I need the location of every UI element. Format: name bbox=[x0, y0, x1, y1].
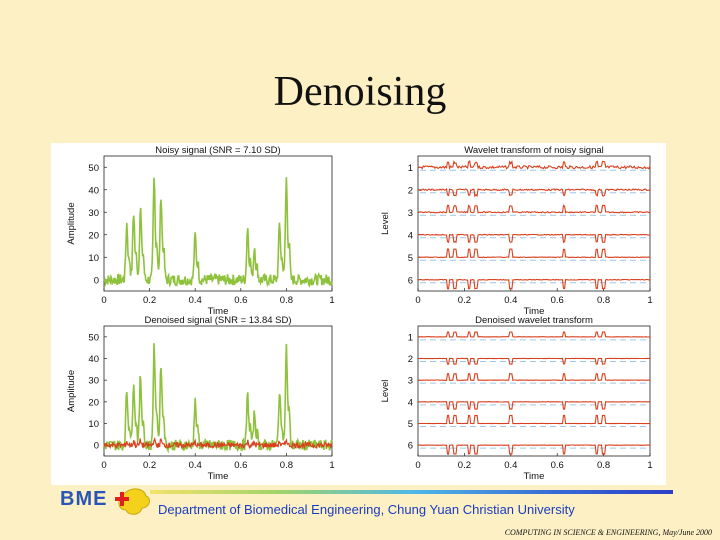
chart4-level-3-coeffs bbox=[417, 372, 650, 381]
chart1-xtick-label: 0.4 bbox=[189, 295, 202, 306]
chart3-ylabel: Amplitude bbox=[66, 370, 77, 412]
chart1-ytick-label: 10 bbox=[88, 253, 99, 264]
chart2-ytick-label: 2 bbox=[408, 185, 413, 196]
figure-canvas: Noisy signal (SNR = 7.10 SD) Time Amplitud… bbox=[66, 145, 653, 482]
chart3-ytick-label: 40 bbox=[88, 354, 99, 365]
chart3-ytick-label: 0 bbox=[94, 441, 99, 452]
chart4-ytick-label: 2 bbox=[408, 354, 413, 365]
logo-text: BME bbox=[60, 488, 108, 510]
chart2-xtick-label: 0.2 bbox=[458, 295, 471, 306]
chart2-level-2-coeffs bbox=[417, 187, 651, 198]
chart3-xlabel: Time bbox=[208, 471, 229, 482]
chart2-level-1-coeffs bbox=[417, 159, 651, 171]
chart4-xtick-label: 1 bbox=[647, 460, 652, 471]
chart2-ytick-label: 6 bbox=[408, 275, 413, 286]
denoising-figure: Noisy signal (SNR = 7.10 SD) Time Amplitud… bbox=[51, 143, 666, 485]
chart1-xtick-label: 0 bbox=[101, 295, 106, 306]
chart4-ytick-label: 5 bbox=[408, 419, 413, 430]
chart4-xtick-label: 0.2 bbox=[458, 460, 471, 471]
chart4-xtick-label: 0.6 bbox=[551, 460, 564, 471]
chart2-xtick-label: 0.4 bbox=[504, 295, 517, 306]
chart2-ytick-label: 3 bbox=[408, 208, 413, 219]
chart3-ytick-label: 50 bbox=[88, 332, 99, 343]
chart2-plot-area bbox=[417, 155, 651, 292]
chart2-ytick-label: 5 bbox=[408, 253, 413, 264]
footer-gradient-bar bbox=[150, 490, 673, 494]
chart4-xtick-label: 0 bbox=[415, 460, 420, 471]
chart1-ytick-label: 50 bbox=[88, 163, 99, 174]
chart4-ytick-label: 3 bbox=[408, 376, 413, 387]
chart4-level-5-coeffs bbox=[417, 414, 651, 425]
chart1-xlabel: Time bbox=[208, 306, 229, 317]
bme-logo: BME bbox=[60, 486, 160, 520]
chart2-level-4-coeffs bbox=[417, 233, 651, 244]
chart3-series-2-line bbox=[103, 437, 333, 450]
chart4-plot-area bbox=[417, 325, 651, 457]
chart4-level-6-coeffs bbox=[417, 444, 651, 455]
chart1-xtick-label: 0.6 bbox=[234, 295, 247, 306]
chart4-level-2-coeffs bbox=[418, 357, 650, 365]
chart4-level-4-coeffs bbox=[417, 401, 651, 410]
chart3-ytick-label: 10 bbox=[88, 419, 99, 430]
chart2-xtick-label: 0 bbox=[415, 295, 420, 306]
chart3-xtick-label: 1 bbox=[329, 460, 334, 471]
chart4-ytick-label: 6 bbox=[408, 441, 413, 452]
chart2-xtick-label: 0.6 bbox=[551, 295, 564, 306]
chart2-xtick-label: 0.8 bbox=[597, 295, 610, 306]
chart3-xtick-label: 0.8 bbox=[280, 460, 293, 471]
slide-title: Denoising bbox=[273, 69, 447, 115]
chart1-series-1-line bbox=[103, 177, 333, 289]
chart3-xtick-label: 0.2 bbox=[143, 460, 156, 471]
chart4-level-1-coeffs bbox=[417, 331, 650, 338]
chart1-ylabel: Amplitude bbox=[66, 202, 77, 244]
chart1-ytick-label: 20 bbox=[88, 230, 99, 241]
chart2-level-5-coeffs bbox=[417, 248, 651, 259]
chart4-ytick-label: 1 bbox=[408, 332, 413, 343]
chart2-level-6-coeffs bbox=[417, 278, 651, 290]
chart4-ytick-label: 4 bbox=[408, 397, 413, 408]
chart3-title: Denoised signal (SNR = 13.84 SD) bbox=[144, 315, 291, 326]
chart4-xtick-label: 0.4 bbox=[504, 460, 517, 471]
chart2-ytick-label: 4 bbox=[408, 230, 413, 241]
chart2-ylabel: Level bbox=[380, 212, 391, 235]
chart4-xtick-label: 0.8 bbox=[597, 460, 610, 471]
chart4-ylabel: Level bbox=[380, 380, 391, 403]
department-text: Department of Biomedical Engineering, Ch… bbox=[158, 502, 575, 517]
chart3-ytick-label: 30 bbox=[88, 376, 99, 387]
chart2-level-3-coeffs bbox=[417, 204, 651, 214]
chart2-ytick-label: 1 bbox=[408, 163, 413, 174]
chart3-ytick-label: 20 bbox=[88, 397, 99, 408]
logo-emblem-icon bbox=[115, 488, 150, 515]
chart3-xtick-label: 0 bbox=[101, 460, 106, 471]
chart1-ytick-label: 0 bbox=[94, 275, 99, 286]
chart2-xlabel: Time bbox=[524, 306, 545, 317]
chart2-title: Wavelet transform of noisy signal bbox=[464, 145, 604, 156]
chart2-xtick-label: 1 bbox=[647, 295, 652, 306]
chart3-xtick-label: 0.6 bbox=[234, 460, 247, 471]
chart1-title: Noisy signal (SNR = 7.10 SD) bbox=[155, 145, 280, 156]
chart1-xtick-label: 1 bbox=[329, 295, 334, 306]
chart1-ytick-label: 40 bbox=[88, 185, 99, 196]
chart1-ytick-label: 30 bbox=[88, 208, 99, 219]
chart4-title: Denoised wavelet transform bbox=[475, 315, 593, 326]
chart3-xtick-label: 0.4 bbox=[189, 460, 202, 471]
chart4-xlabel: Time bbox=[524, 471, 545, 482]
chart1-xtick-label: 0.8 bbox=[280, 295, 293, 306]
chart3-plot-area bbox=[103, 325, 333, 457]
citation-text: COMPUTING IN SCIENCE & ENGINEERING, May/… bbox=[504, 528, 712, 537]
chart1-xtick-label: 0.2 bbox=[143, 295, 156, 306]
